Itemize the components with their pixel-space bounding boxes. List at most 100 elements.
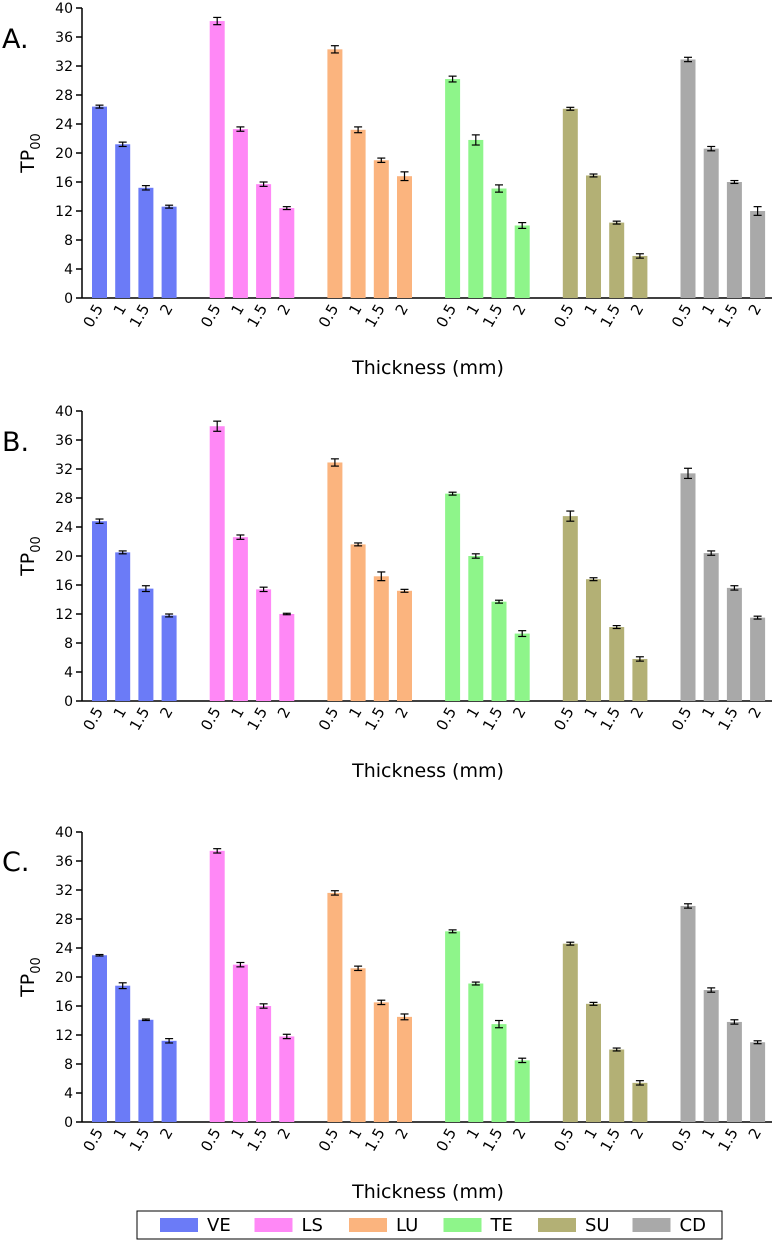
y-tick-label: 12 — [55, 607, 73, 623]
bar-ve-1_5 — [138, 187, 154, 298]
bar-cd-1_5 — [726, 587, 742, 701]
x-tick-label: 1.5 — [126, 704, 154, 734]
bar-ls-1_5 — [256, 589, 272, 701]
y-tick-label: 32 — [55, 462, 73, 478]
y-tick-label: 0 — [64, 694, 73, 710]
bar-te-1 — [468, 983, 484, 1122]
y-tick-label: 36 — [55, 433, 73, 449]
bar-lu-0_5 — [327, 462, 343, 701]
x-tick-label: 1 — [463, 1125, 483, 1142]
y-tick-label: 12 — [55, 204, 73, 220]
legend-swatch-cd — [632, 1218, 671, 1232]
x-tick-label: 1 — [698, 1125, 718, 1142]
bar-lu-1 — [350, 968, 366, 1122]
bar-cd-0_5 — [680, 905, 696, 1122]
y-tick-label: 36 — [55, 30, 73, 46]
bar-lu-1 — [350, 129, 366, 298]
bar-ls-0_5 — [209, 21, 225, 299]
bar-cd-1 — [703, 990, 719, 1122]
x-tick-label: 2 — [392, 301, 412, 318]
x-tick-label: 1 — [110, 1125, 130, 1142]
y-tick-label: 24 — [55, 117, 73, 133]
legend-swatch-lu — [349, 1218, 387, 1232]
y-tick-label: 20 — [55, 146, 73, 162]
y-axis-label-main: TP — [17, 974, 39, 998]
y-tick-label: 20 — [55, 549, 73, 565]
bar-lu-1_5 — [373, 1002, 389, 1122]
bar-te-2 — [514, 225, 530, 298]
y-tick-label: 8 — [64, 1057, 73, 1073]
x-tick-label: 0.5 — [315, 301, 343, 331]
x-tick-label: 1.5 — [714, 301, 742, 331]
x-tick-label: 0.5 — [315, 704, 343, 734]
x-tick-label: 1.5 — [244, 704, 272, 734]
panel-label: B. — [2, 427, 29, 458]
y-tick-label: 20 — [55, 970, 73, 986]
y-tick-label: 36 — [55, 854, 73, 870]
bar-ls-1 — [232, 964, 248, 1122]
bar-te-1_5 — [491, 1024, 507, 1122]
x-tick-label: 1.5 — [597, 704, 625, 734]
bar-cd-1_5 — [726, 1021, 742, 1122]
bar-cd-1_5 — [726, 182, 742, 298]
x-tick-label: 1.5 — [361, 704, 389, 734]
bar-lu-1_5 — [373, 576, 389, 701]
bar-te-1_5 — [491, 601, 507, 701]
y-tick-label: 28 — [55, 912, 73, 928]
legend-label-cd: CD — [680, 1215, 706, 1236]
legend-swatch-ve — [160, 1218, 198, 1232]
y-axis-label-main: TP — [17, 553, 39, 577]
bar-ve-1 — [115, 985, 131, 1122]
x-tick-label: 0.5 — [79, 704, 107, 734]
y-axis-label-subscript: 00 — [29, 957, 44, 974]
x-axis-label: Thickness (mm) — [351, 760, 504, 782]
y-tick-label: 40 — [55, 404, 73, 420]
bar-ls-0_5 — [209, 850, 225, 1122]
y-tick-label: 24 — [55, 941, 73, 957]
bar-lu-1 — [350, 544, 366, 701]
x-tick-label: 2 — [156, 301, 176, 318]
x-tick-label: 1 — [463, 704, 483, 721]
bar-te-1 — [468, 556, 484, 701]
x-tick-label: 1.5 — [361, 1125, 389, 1155]
bar-cd-1 — [703, 553, 719, 701]
bar-lu-2 — [397, 176, 412, 298]
x-tick-label: 1 — [463, 301, 483, 318]
x-tick-label: 2 — [392, 704, 412, 721]
bar-lu-1_5 — [373, 160, 389, 298]
x-tick-label: 2 — [745, 301, 765, 318]
y-tick-label: 0 — [64, 291, 73, 307]
y-tick-label: 40 — [55, 1, 73, 17]
bar-ls-1_5 — [256, 184, 272, 298]
x-tick-label: 1 — [581, 704, 601, 721]
x-tick-label: 1 — [110, 301, 130, 318]
x-tick-label: 2 — [156, 1125, 176, 1142]
bar-ve-1 — [115, 552, 131, 701]
x-tick-label: 1 — [345, 704, 365, 721]
bar-te-1 — [468, 139, 484, 298]
bar-te-0_5 — [445, 79, 461, 298]
bar-cd-0_5 — [680, 473, 696, 701]
y-tick-label: 16 — [55, 999, 73, 1015]
bar-ls-2 — [279, 1036, 295, 1122]
bar-ls-1 — [232, 129, 248, 298]
bar-ve-2 — [161, 615, 177, 701]
x-tick-label: 2 — [627, 704, 647, 721]
y-tick-label: 16 — [55, 578, 73, 594]
x-tick-label: 2 — [509, 704, 529, 721]
x-tick-label: 2 — [745, 704, 765, 721]
bar-su-0_5 — [562, 943, 578, 1122]
legend-label-ls: LS — [302, 1215, 323, 1236]
x-tick-label: 1 — [228, 301, 248, 318]
x-axis-label: Thickness (mm) — [351, 357, 504, 379]
bar-lu-0_5 — [327, 49, 343, 299]
bar-su-0_5 — [562, 108, 578, 299]
bar-cd-2 — [750, 211, 766, 298]
x-tick-label: 0.5 — [433, 301, 461, 331]
x-tick-label: 1.5 — [126, 1125, 154, 1155]
x-tick-label: 2 — [274, 1125, 294, 1142]
y-axis-label: TP00 — [17, 957, 44, 998]
y-axis-label-subscript: 00 — [29, 536, 44, 553]
